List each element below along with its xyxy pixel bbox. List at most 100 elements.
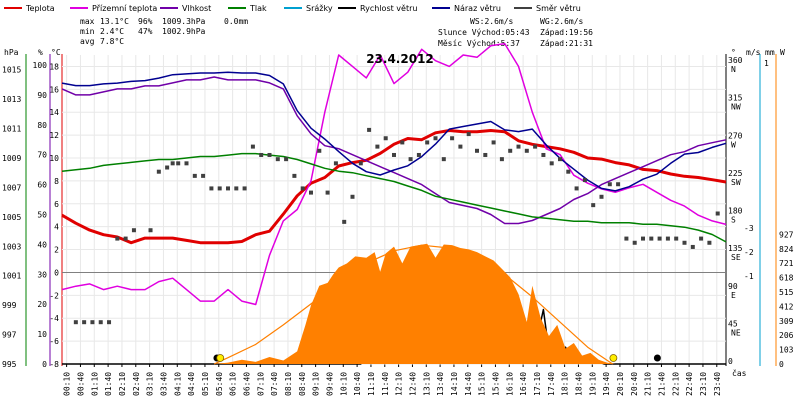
series-solar-area [62, 243, 726, 364]
x-tick-label: 22:40 [685, 372, 694, 396]
wind-dir-point [649, 236, 654, 241]
wind-dir-point [566, 169, 571, 174]
c-tick: 0 [54, 268, 59, 277]
wind-dir-point [73, 320, 78, 325]
pct-tick: 90 [37, 91, 47, 100]
wind-dir-point [499, 157, 504, 162]
x-tick-label: 13:40 [436, 372, 445, 396]
x-tick-label: 18:40 [574, 372, 583, 396]
x-tick-label: 14:40 [464, 372, 473, 396]
w-tick: 721 [779, 259, 794, 268]
wind-dir-point [383, 136, 388, 141]
wind-dir-point [450, 136, 455, 141]
wind-dir-point [342, 219, 347, 224]
legend-label-3: Tlak [249, 4, 267, 13]
x-tick-label: 13:10 [422, 372, 431, 396]
wind-dir-point [325, 190, 330, 195]
dir-tick: 180 [728, 207, 743, 216]
wind-dir-point [425, 140, 430, 145]
hpa-tick: 1005 [2, 213, 21, 222]
wind-dir-point [699, 236, 704, 241]
wind-dir-point [201, 173, 206, 178]
stat-hum-max: 96% [138, 17, 153, 26]
wind-dir-point [641, 236, 645, 241]
ms-unit: m/s [746, 48, 761, 57]
wind-dir-point [192, 173, 197, 178]
stat-press-min: 1002.9hPa [162, 27, 206, 36]
pct-unit: % [38, 48, 43, 57]
ms-tick: -1 [744, 272, 754, 281]
x-tick-label: 03:40 [159, 372, 168, 396]
x-tick-label: 08:10 [284, 372, 293, 396]
wind-dir-point [115, 236, 120, 241]
x-tick-label: 11:10 [367, 372, 376, 396]
wind-dir-point [234, 186, 239, 191]
w-unit: W [780, 48, 785, 57]
x-tick-label: 20:40 [630, 372, 639, 396]
x-tick-label: 04:10 [173, 372, 182, 396]
pct-tick: 70 [37, 151, 47, 160]
series-line-3 [61, 152, 727, 243]
legend-label-2: Vlhkost [182, 4, 211, 13]
x-tick-label: 04:40 [187, 372, 196, 396]
wind-dir-point [148, 228, 153, 233]
series-line-0 [61, 129, 727, 245]
wind-dir-point [358, 161, 363, 166]
x-tick-label: 21:40 [657, 372, 666, 396]
stat-press-max: 1009.3hPa [162, 17, 206, 26]
wind-dir-point [408, 157, 413, 162]
x-tick-label: 02:40 [132, 372, 141, 396]
hpa-tick: 995 [2, 360, 17, 369]
legend-label-5: Rychlost větru [360, 4, 417, 13]
dir-name: NW [731, 103, 741, 112]
wind-dir-point [82, 320, 87, 325]
pct-tick: 40 [37, 240, 47, 249]
wind-dir-point [682, 240, 687, 245]
pct-tick: 50 [37, 211, 47, 220]
mm-unit: mm [765, 48, 775, 57]
legend-label-4: Srážky [306, 4, 333, 13]
wind-dir-point [533, 144, 538, 149]
dir-tick: 225 [728, 169, 743, 178]
x-tick-label: 07:10 [256, 372, 265, 396]
series-line-1 [61, 42, 727, 306]
x-tick-label: 19:10 [588, 372, 597, 396]
x-tick-label: 03:10 [146, 372, 155, 396]
wind-dir-point [333, 161, 338, 166]
stat-wind-speed: WS:2.6m/s [470, 17, 514, 26]
wind-dir-point [226, 186, 230, 191]
x-tick-label: 16:10 [505, 372, 514, 396]
series-line-2 [61, 76, 727, 225]
x-tick-label: 16:40 [519, 372, 528, 396]
wind-dir-point [690, 244, 695, 249]
x-tick-label: 14:10 [450, 372, 459, 396]
wind-dir-point [574, 186, 579, 191]
wind-dir-point [131, 228, 136, 233]
wind-dir-point [466, 132, 471, 137]
dir-tick: 360 [728, 56, 743, 65]
wind-dir-point [242, 186, 247, 191]
wind-dir-point [616, 182, 621, 187]
wind-dir-point [367, 127, 372, 132]
wind-dir-point [657, 236, 662, 241]
wind-dir-point [292, 173, 297, 178]
x-tick-label: 06:10 [229, 372, 238, 396]
c-tick: 10 [49, 154, 59, 163]
wind-dir-point [591, 203, 596, 208]
wind-dir-point [267, 152, 272, 157]
hpa-tick: 1009 [2, 154, 21, 163]
pct-tick: 20 [37, 300, 47, 309]
x-tick-label: 00:10 [63, 372, 72, 396]
x-tick-label: 17:40 [547, 372, 556, 396]
ms-tick: -3 [744, 224, 754, 233]
wind-dir-point [549, 161, 554, 166]
wind-dir-point [275, 157, 280, 162]
wind-dir-point [400, 140, 405, 145]
wind-dir-point [491, 140, 496, 145]
dir-name: SE [731, 253, 741, 262]
wind-dir-point [90, 320, 95, 325]
wind-dir-point [309, 190, 313, 195]
wind-dir-point [123, 236, 128, 241]
x-tick-label: 12:10 [395, 372, 404, 396]
